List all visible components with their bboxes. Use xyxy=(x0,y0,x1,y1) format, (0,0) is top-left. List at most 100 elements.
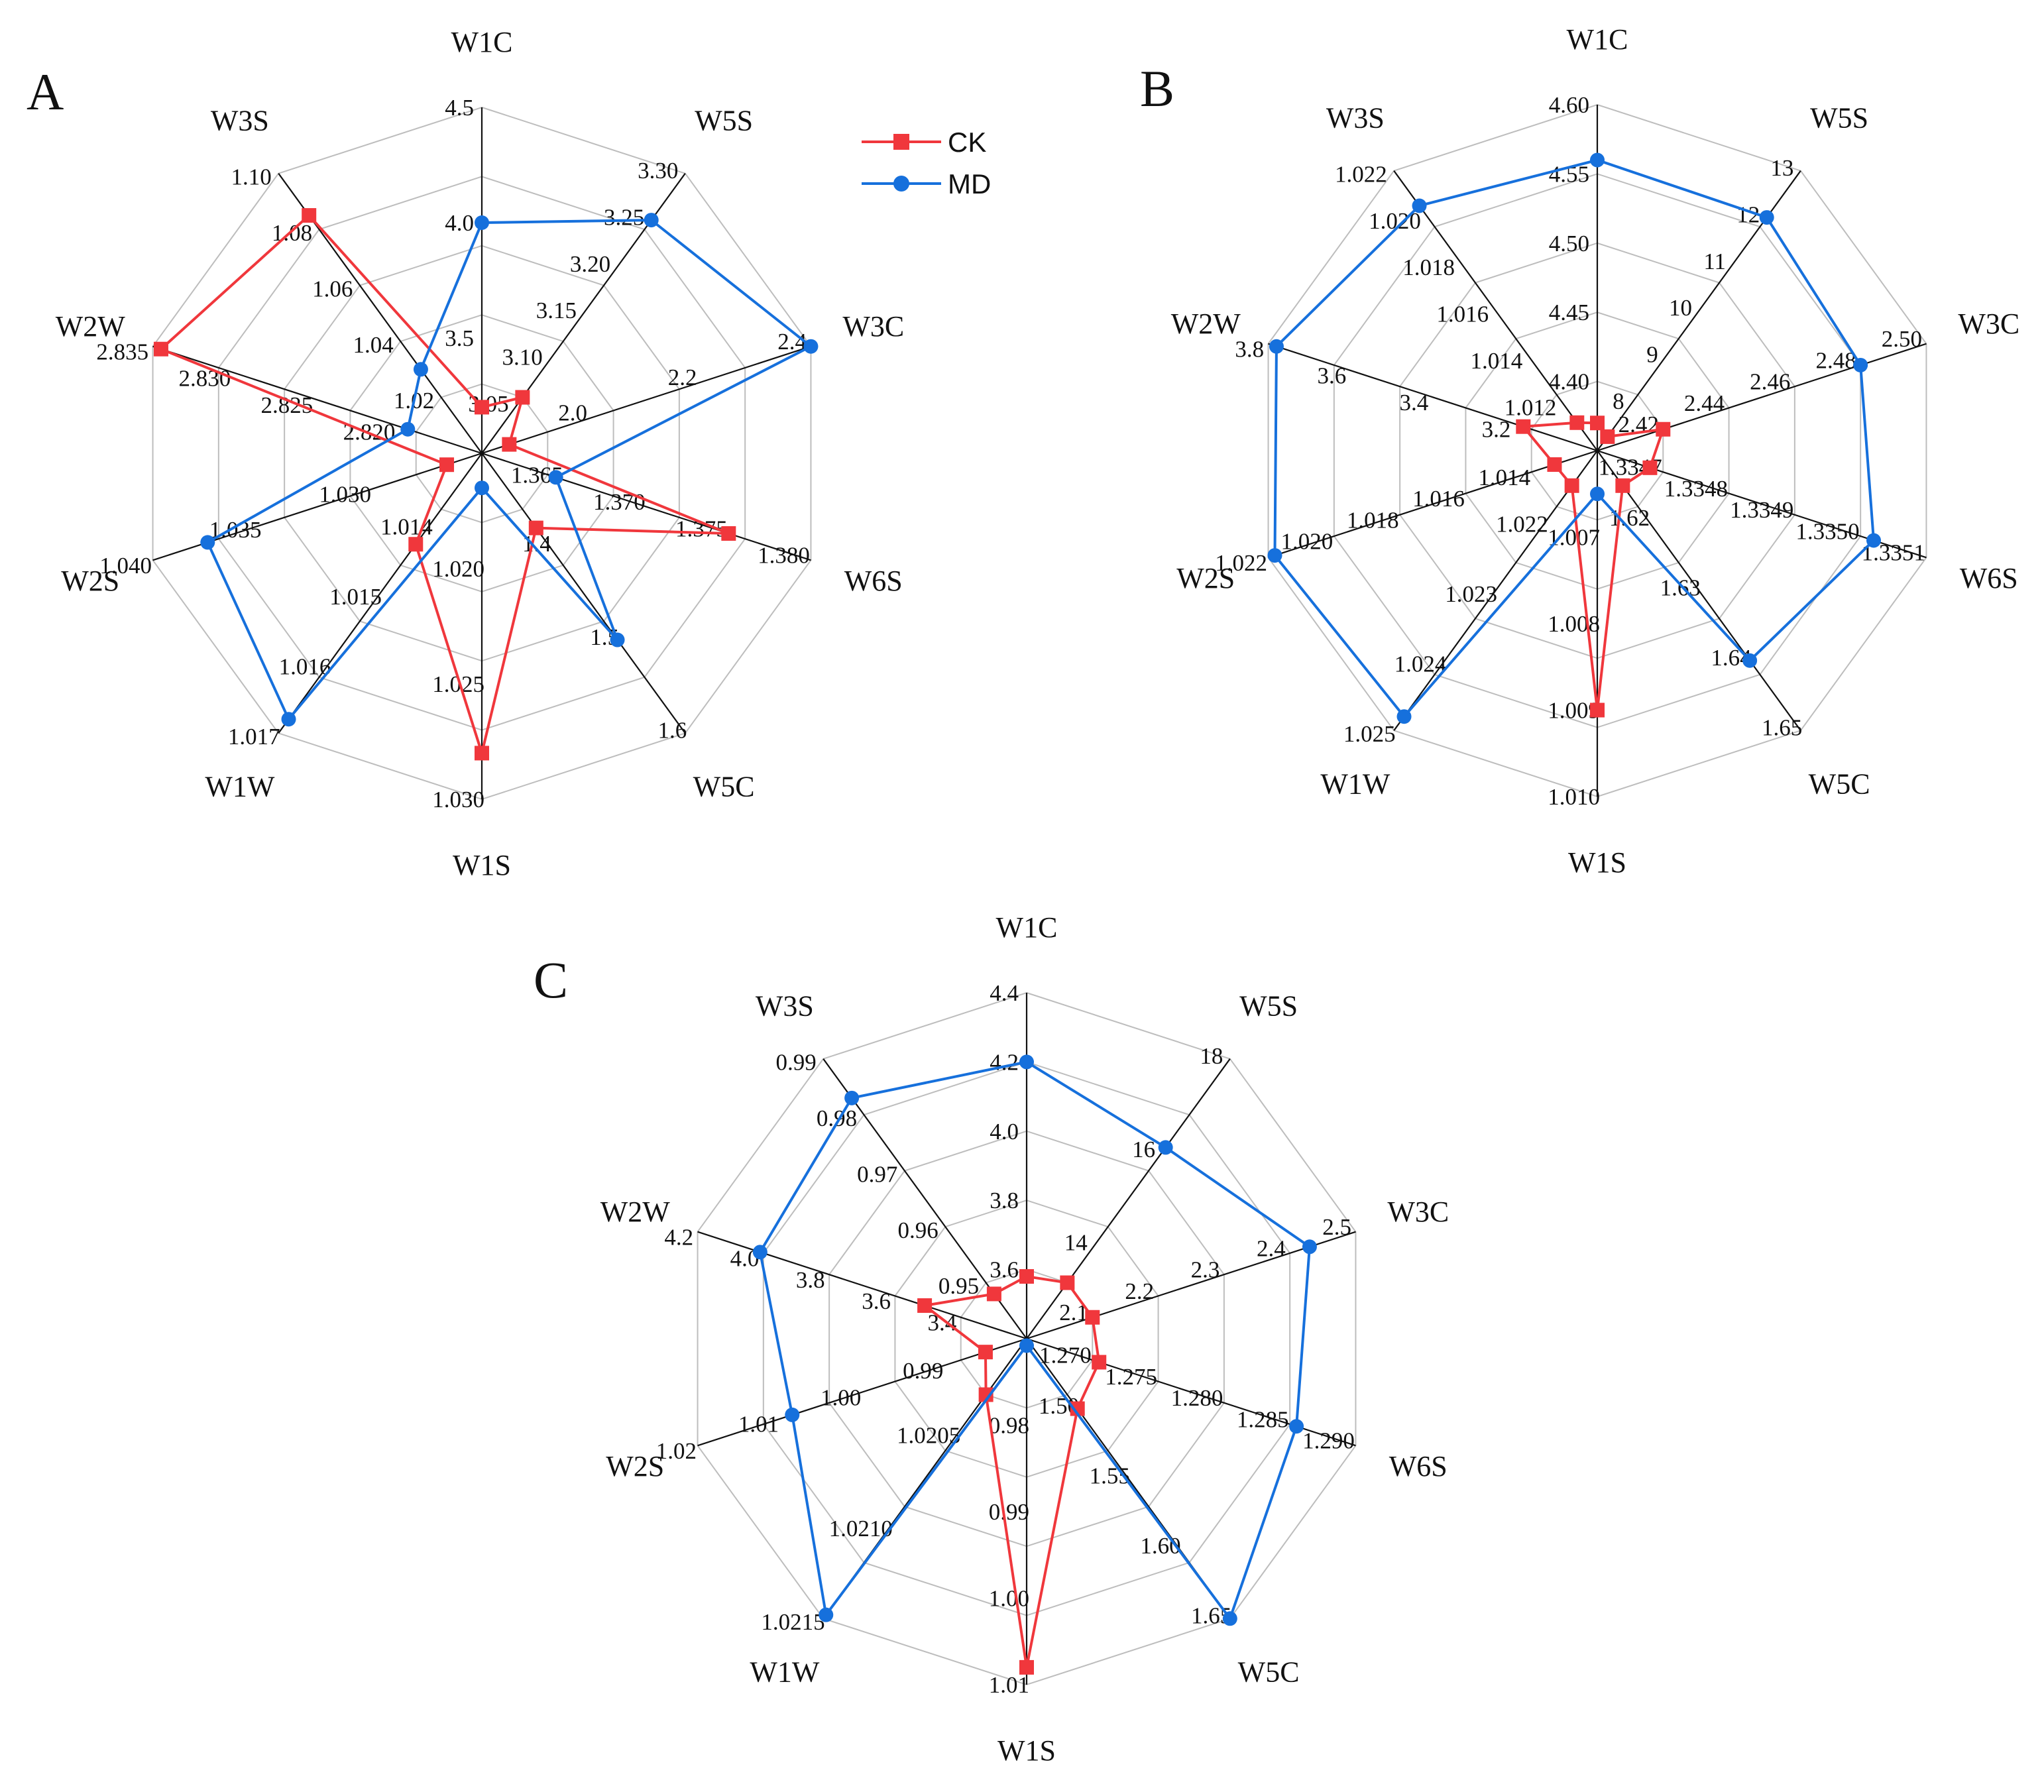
point-md-w1s xyxy=(1590,486,1605,502)
tick-label-w5c: 1.60 xyxy=(1140,1533,1180,1559)
point-md-w2s xyxy=(1267,548,1282,563)
panel-c-letter: C xyxy=(534,951,568,1009)
tick-label-w1s: 1.01 xyxy=(989,1672,1029,1698)
tick-label-w1s: 1.020 xyxy=(432,556,484,582)
tick-label-w1w: 1.016 xyxy=(279,653,331,679)
tick-label-w5c: 1.63 xyxy=(1660,575,1701,600)
point-md-w5s xyxy=(644,213,659,228)
tick-label-w3s: 1.012 xyxy=(1505,394,1557,420)
point-md-w5c xyxy=(1222,1611,1237,1626)
point-md-w3c xyxy=(1302,1239,1317,1255)
tick-label-w6s: 1.285 xyxy=(1237,1406,1289,1432)
legend-md-label: MD xyxy=(948,168,991,199)
tick-label-w1s: 1.007 xyxy=(1548,525,1600,551)
tick-label-w1c: 4.0 xyxy=(990,1119,1019,1145)
axis-label-w6s: W6S xyxy=(1389,1450,1448,1483)
panel-a-letter: A xyxy=(27,63,64,121)
axis-spoke-w1w xyxy=(1393,450,1598,731)
point-ck-w1s xyxy=(1590,702,1605,718)
tick-label-w1s: 1.030 xyxy=(432,787,484,812)
point-ck-w3s xyxy=(1569,415,1585,430)
axis-label-w2s: W2S xyxy=(1176,562,1235,594)
axis-label-w5s: W5S xyxy=(695,104,753,137)
point-ck-w1c xyxy=(475,400,489,415)
tick-label-w1c: 4.55 xyxy=(1549,161,1589,187)
tick-label-w2w: 3.6 xyxy=(862,1288,891,1314)
tick-label-w2w: 3.8 xyxy=(796,1267,825,1293)
point-md-w3s xyxy=(844,1090,860,1105)
point-ck-w2s xyxy=(439,457,455,473)
axis-label-w1w: W1W xyxy=(1320,768,1391,801)
tick-label-w1c: 4.2 xyxy=(990,1049,1019,1075)
tick-label-w2s: 1.00 xyxy=(821,1384,861,1410)
tick-label-w5s: 3.10 xyxy=(502,345,543,370)
tick-label-w1c: 3.5 xyxy=(445,325,474,351)
tick-label-w3c: 2.2 xyxy=(1125,1278,1154,1304)
tick-label-w2s: 1.02 xyxy=(656,1438,697,1464)
tick-label-w2w: 2.825 xyxy=(261,392,313,418)
tick-label-w5s: 3.20 xyxy=(570,251,610,277)
axis-label-w5c: W5C xyxy=(1238,1656,1300,1689)
tick-label-w3c: 2.2 xyxy=(668,364,697,390)
axis-spoke-w6s xyxy=(481,452,811,561)
tick-label-w5s: 14 xyxy=(1064,1230,1088,1256)
point-md-w1c xyxy=(1590,152,1605,168)
tick-label-w3c: 2.4 xyxy=(1257,1235,1286,1261)
tick-label-w2w: 3.2 xyxy=(1482,416,1511,442)
axis-label-w3c: W3C xyxy=(1958,308,2019,340)
point-ck-w3c xyxy=(1085,1310,1100,1325)
axis-label-w2w: W2W xyxy=(56,310,126,343)
point-md-w3s xyxy=(1412,198,1427,213)
axis-label-w3s: W3S xyxy=(756,989,814,1022)
point-ck-w6s xyxy=(1092,1355,1107,1370)
tick-label-w1c: 3.8 xyxy=(990,1188,1019,1213)
tick-label-w1s: 0.98 xyxy=(989,1413,1029,1439)
point-md-w5s xyxy=(1158,1140,1173,1155)
axis-spoke-w5c xyxy=(1597,450,1801,731)
legend-md-marker xyxy=(893,176,909,192)
tick-label-w5c: 1.62 xyxy=(1609,505,1650,531)
tick-label-w3s: 0.96 xyxy=(898,1217,938,1243)
legend-item-ck: CK xyxy=(862,127,986,158)
tick-label-w1c: 4.5 xyxy=(445,95,474,121)
tick-label-w2s: 1.035 xyxy=(209,517,262,543)
tick-label-w3s: 1.10 xyxy=(231,164,271,190)
point-md-w1w xyxy=(1396,709,1412,724)
tick-label-w1c: 4.60 xyxy=(1549,92,1589,118)
axis-spoke-w2s xyxy=(697,1337,1027,1447)
point-ck-w5s xyxy=(515,390,530,405)
tick-label-w1w: 1.025 xyxy=(1343,721,1396,747)
point-md-w3c xyxy=(803,339,819,354)
tick-label-w5s: 8 xyxy=(1613,388,1624,414)
tick-label-w3c: 2.50 xyxy=(1882,326,1922,352)
axis-label-w6s: W6S xyxy=(844,565,903,597)
tick-label-w3s: 1.06 xyxy=(312,276,353,302)
tick-label-w1c: 4.0 xyxy=(445,210,474,236)
point-ck-w1w xyxy=(408,537,424,552)
axis-label-w1s: W1S xyxy=(997,1734,1056,1767)
axis-label-w1c: W1C xyxy=(996,911,1058,944)
tick-label-w2w: 2.835 xyxy=(96,339,148,364)
point-md-w6s xyxy=(548,470,563,485)
tick-label-w1s: 1.010 xyxy=(1548,784,1600,810)
tick-label-w1w: 1.024 xyxy=(1394,651,1447,677)
point-ck-w2w xyxy=(917,1298,933,1313)
tick-label-w1c: 4.45 xyxy=(1549,300,1589,325)
tick-label-w2s: 1.030 xyxy=(319,481,371,507)
tick-label-w1w: 1.017 xyxy=(228,724,280,750)
tick-label-w2w: 3.8 xyxy=(1235,336,1264,362)
tick-label-w3s: 1.04 xyxy=(353,332,394,358)
tick-label-w2s: 1.014 xyxy=(1478,465,1530,490)
axis-spoke-w2s xyxy=(1268,449,1598,559)
axis-label-w2s: W2S xyxy=(61,565,119,597)
tick-label-w1s: 1.008 xyxy=(1548,611,1600,637)
axis-label-w3c: W3C xyxy=(842,310,904,343)
point-ck-w1w xyxy=(1564,478,1579,493)
tick-label-w1s: 0.99 xyxy=(989,1499,1029,1525)
point-md-w1c xyxy=(1019,1054,1034,1070)
axis-label-w2w: W2W xyxy=(1171,308,1241,340)
